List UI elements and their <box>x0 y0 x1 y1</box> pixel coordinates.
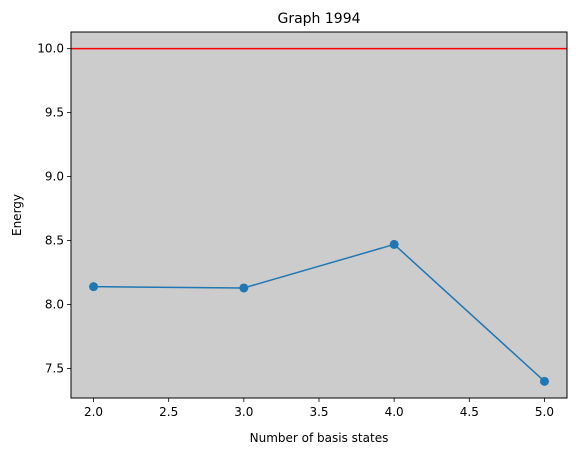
data-point <box>539 376 549 386</box>
y-axis-label: Energy <box>10 194 24 236</box>
x-tick-label: 4.0 <box>385 405 404 419</box>
x-tick-label: 2.0 <box>84 405 103 419</box>
y-tick-label: 10.0 <box>37 42 64 56</box>
x-tick-label: 4.5 <box>460 405 479 419</box>
plot-frame <box>70 31 568 399</box>
y-tick-label: 9.0 <box>45 170 64 184</box>
x-tick-label: 5.0 <box>535 405 554 419</box>
chart-title: Graph 1994 <box>277 11 360 27</box>
y-tick-label: 8.0 <box>45 298 64 312</box>
data-point <box>89 282 99 292</box>
x-tick-label: 3.5 <box>309 405 328 419</box>
x-axis-label: Number of basis states <box>250 431 389 445</box>
y-tick-label: 7.5 <box>45 362 64 376</box>
y-tick-label: 8.5 <box>45 234 64 248</box>
x-tick-label: 2.5 <box>159 405 178 419</box>
data-point <box>389 239 399 249</box>
y-tick-label: 9.5 <box>45 106 64 120</box>
series-line-0 <box>93 243 545 382</box>
data-point <box>239 283 249 293</box>
plot-area <box>71 32 567 398</box>
x-tick-label: 3.0 <box>234 405 253 419</box>
